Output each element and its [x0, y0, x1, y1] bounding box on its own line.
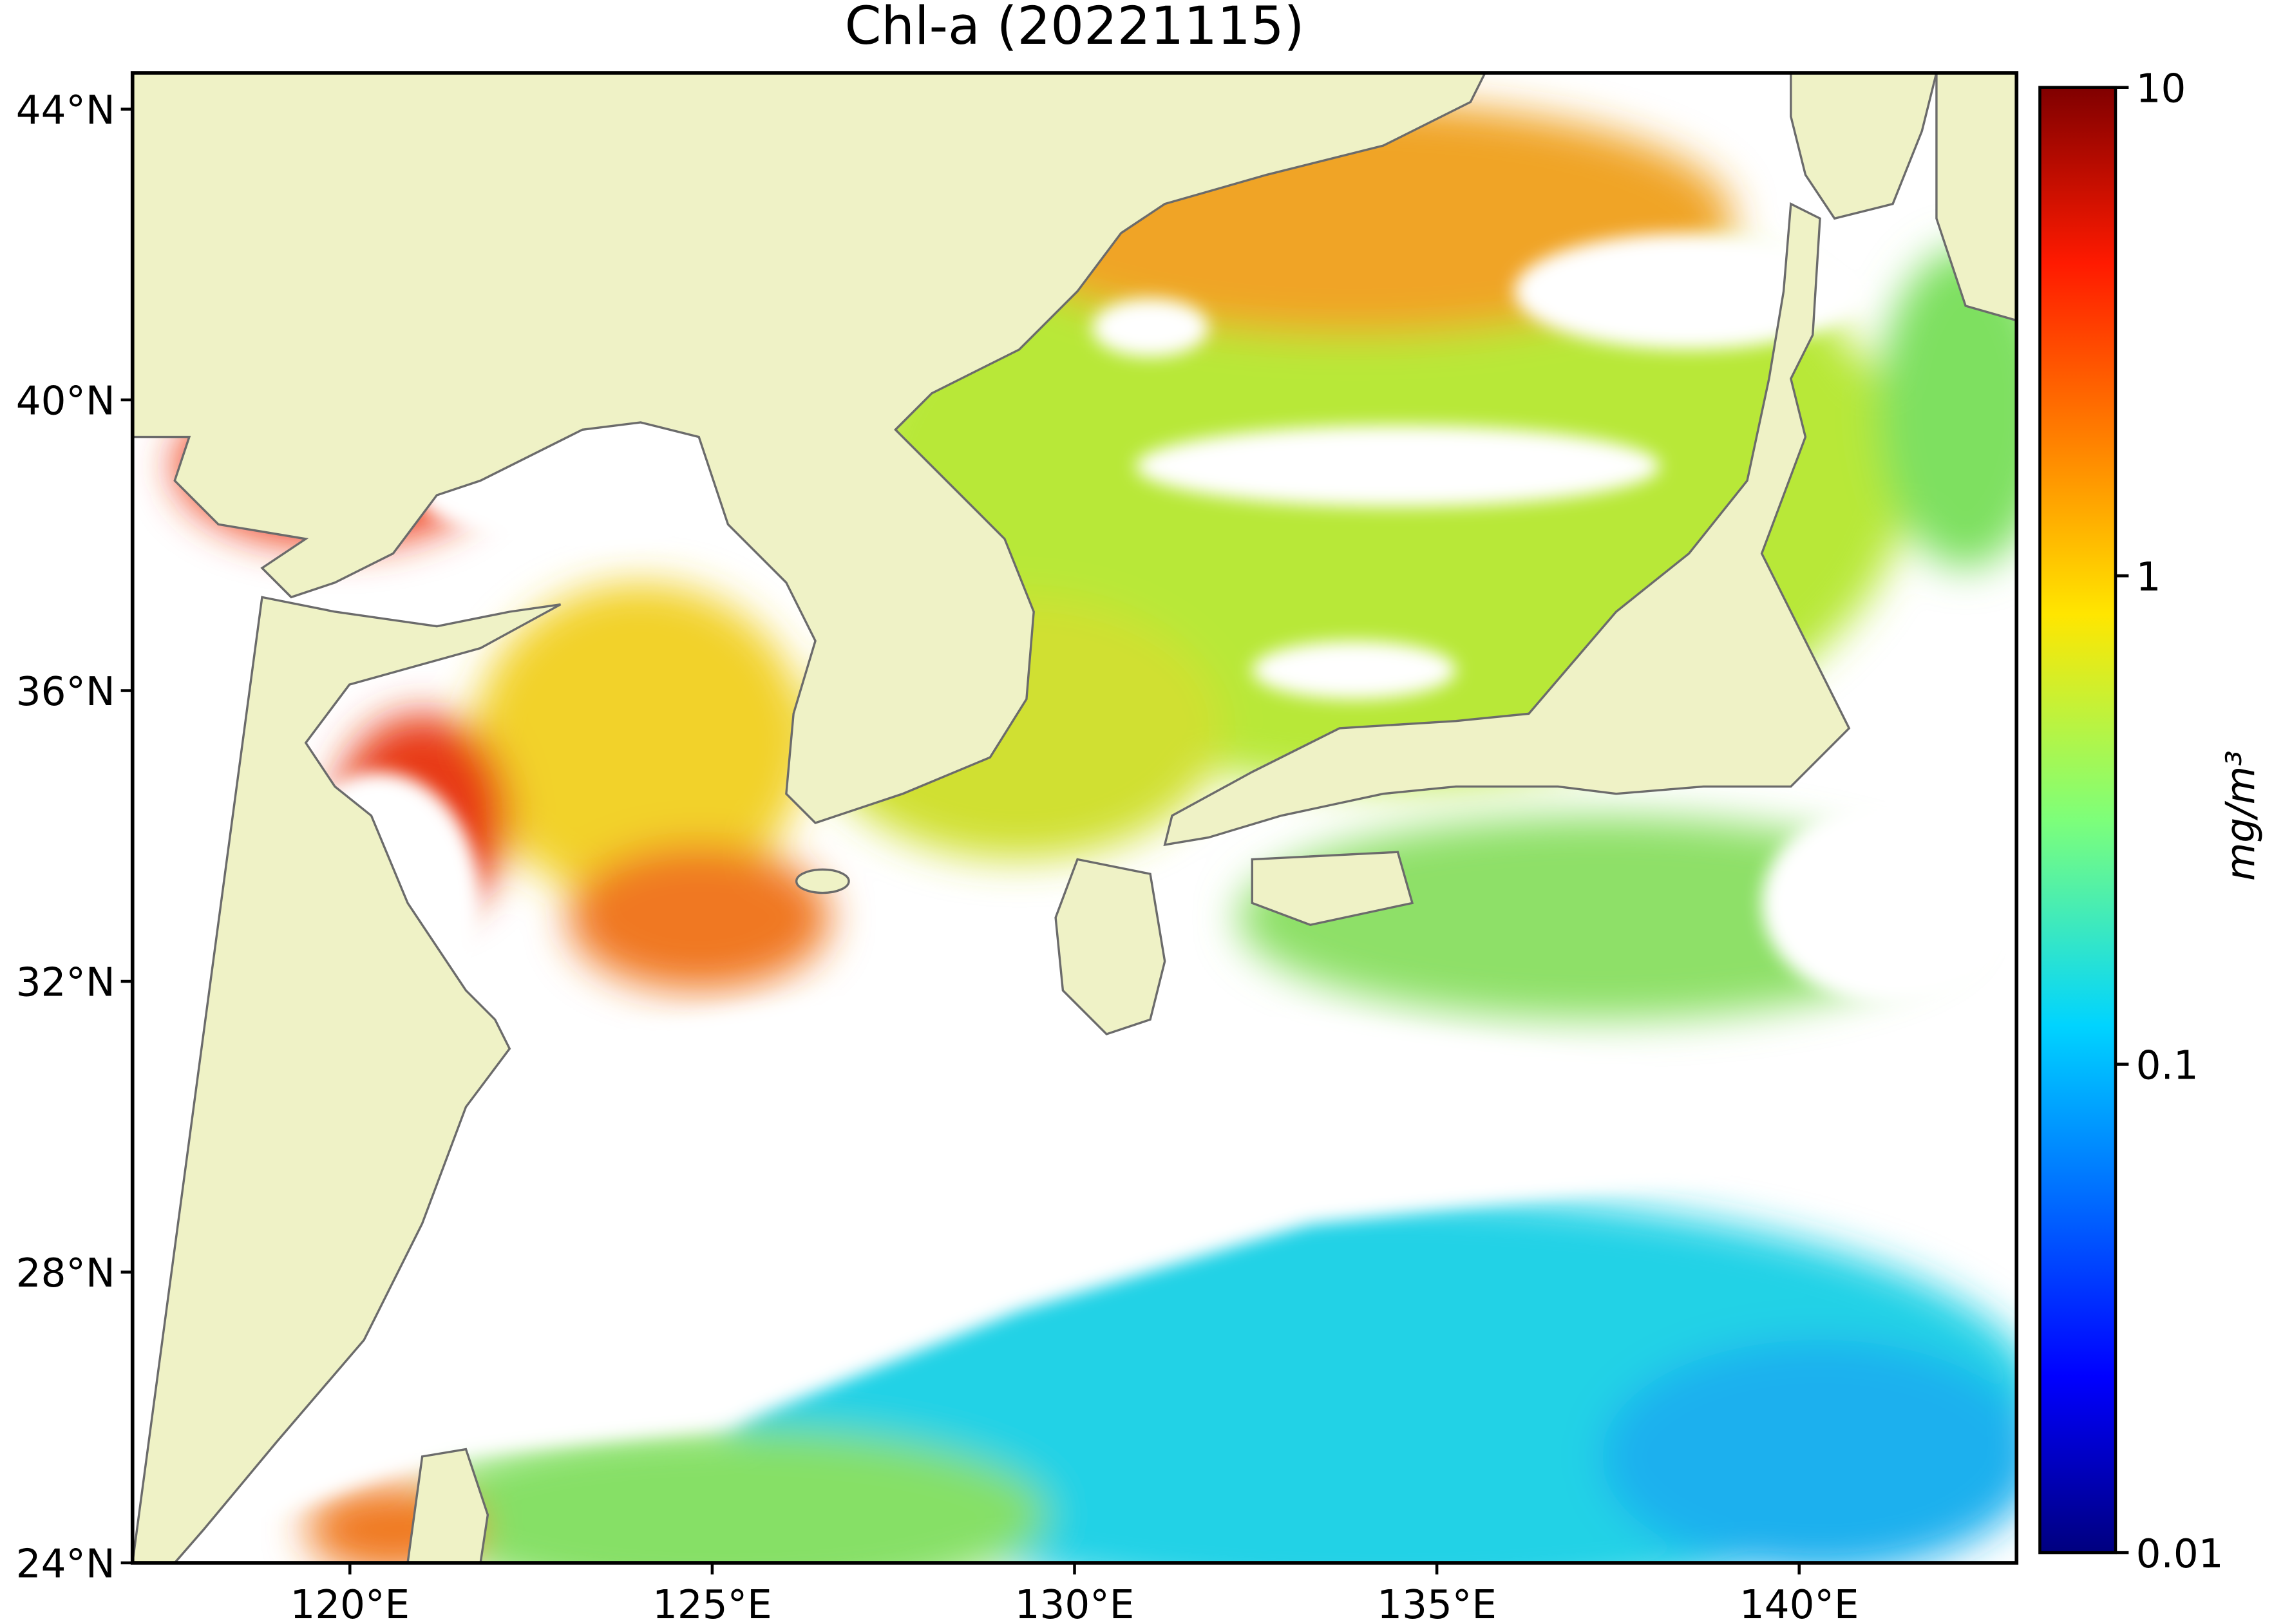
y-tick-label: 24°N	[16, 1542, 115, 1587]
map-title: Chl-a (20221115)	[845, 0, 1305, 57]
y-tick-label: 28°N	[16, 1251, 115, 1296]
y-tick-label: 36°N	[16, 669, 115, 715]
map-area	[132, 73, 2017, 1563]
colorbar-tick-label: 1	[2136, 554, 2161, 600]
colorbar	[2038, 86, 2117, 1554]
colorbar-tick-label: 0.01	[2136, 1531, 2224, 1577]
x-tick-label: 135°E	[1377, 1582, 1497, 1624]
y-tick-label: 40°N	[16, 379, 115, 424]
y-tick-label: 32°N	[16, 960, 115, 1006]
land	[132, 73, 2017, 1563]
x-tick-label: 130°E	[1015, 1582, 1135, 1624]
colorbar-tick-label: 10	[2136, 66, 2186, 111]
colorbar-tick-label: 0.1	[2136, 1043, 2199, 1088]
x-tick-label: 120°E	[290, 1582, 410, 1624]
colorbar-label: mg/m³	[2218, 750, 2264, 881]
x-tick-label: 140°E	[1739, 1582, 1859, 1624]
y-tick-label: 44°N	[16, 88, 115, 133]
x-tick-label: 125°E	[652, 1582, 772, 1624]
